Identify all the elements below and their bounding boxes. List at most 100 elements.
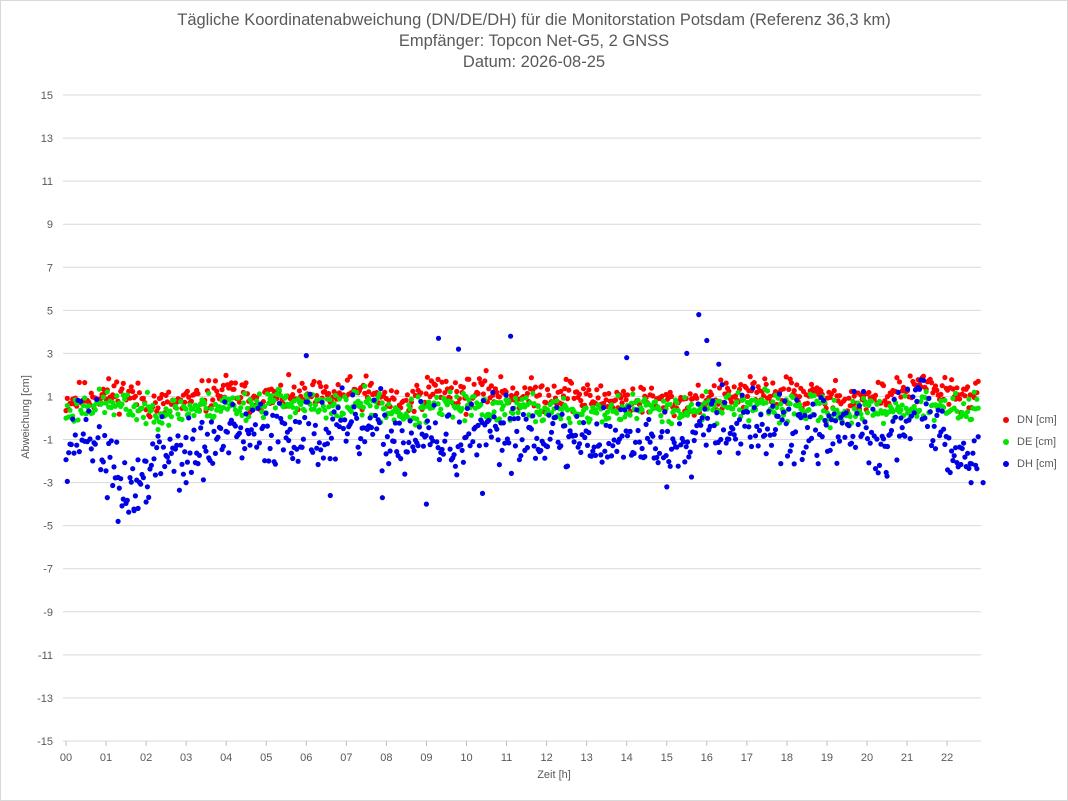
de-point [190,406,196,412]
de-point [519,396,525,402]
de-point [827,425,833,431]
dh-point [384,434,390,440]
dh-point [698,422,704,428]
dn-point [648,385,655,391]
dn-point [586,387,592,393]
de-point [374,404,380,410]
dh-point [508,333,514,339]
dh-point [90,458,96,464]
de-point [155,426,161,433]
dh-point [582,434,588,441]
dh-point [612,427,619,433]
dh-point [932,446,939,452]
x-tick-label: 21 [901,752,913,764]
dh-point [222,399,228,405]
dh-point [440,451,446,457]
dn-point [522,385,528,391]
dh-point [544,444,551,450]
dn-point [612,397,619,403]
dh-point [808,435,815,441]
dh-point [278,415,284,422]
y-tick-labels: 15 13 11 9 7 5 3 1 -1 -3 -5 -7 -9 -11 -13 -15 [37,90,53,748]
de-point [778,401,784,407]
dn-point [466,376,472,382]
de-point [202,400,208,406]
de-point [404,414,410,420]
dh-point [94,396,100,402]
dh-point [70,416,76,422]
de-point [327,397,333,403]
dh-point [799,456,805,463]
dn-point [896,379,903,385]
dn-point [583,391,589,397]
dh-point [208,419,214,425]
dh-point [124,497,130,503]
legend-label-dh: DH [cm] [1017,458,1057,470]
dn-point [186,394,192,400]
dh-point [184,459,190,465]
y-tick-label: 1 [47,391,53,403]
dn-point [135,380,141,386]
dh-point [934,412,940,418]
dh-point [199,419,205,425]
dh-point [941,426,947,432]
de-point [175,411,181,417]
de-point [599,419,605,425]
dh-point [692,430,699,436]
de-point [292,410,298,416]
dh-point [682,459,688,465]
dh-point [336,424,342,430]
dh-point [591,444,597,450]
de-point [132,402,138,408]
dh-point [594,421,600,427]
dh-point [146,494,152,500]
dh-point [606,440,612,447]
dn-point [290,392,296,398]
dh-point [614,448,620,454]
dh-point [704,415,711,421]
dh-point [232,423,238,429]
de-point [530,390,536,396]
dn-point [322,388,328,395]
dh-point [239,455,245,461]
dn-point [598,383,604,389]
de-point [271,397,277,404]
dh-point [144,484,150,490]
de-point [567,420,573,426]
dh-point [78,398,84,404]
de-point [407,406,413,412]
dh-point [452,463,458,469]
dn-point [794,382,800,388]
de-point [512,395,519,401]
dh-point [532,455,539,461]
de-point [104,389,110,395]
dh-point [404,449,410,455]
dh-point [71,450,77,456]
dh-point [674,444,680,450]
de-point [211,413,217,419]
de-point [642,396,648,402]
dh-point [751,405,757,411]
dh-point [603,422,609,428]
dh-point [694,423,700,429]
de-point [82,395,88,401]
dh-point [423,433,429,439]
dn-point [882,398,888,404]
x-tick-label: 20 [861,752,873,764]
dn-point [770,380,776,386]
dh-point [968,480,974,486]
de-point [868,398,875,404]
dn-point [584,382,591,388]
dh-point [572,432,579,438]
dh-point [770,403,776,409]
dh-point [942,441,948,447]
dh-point [762,432,768,438]
dh-point [355,444,361,450]
de-point [743,405,749,411]
dh-point [946,435,952,441]
dh-point [935,407,941,413]
dn-point [738,382,744,388]
dh-point [547,436,553,442]
de-point [148,407,154,413]
dh-point [950,457,956,464]
